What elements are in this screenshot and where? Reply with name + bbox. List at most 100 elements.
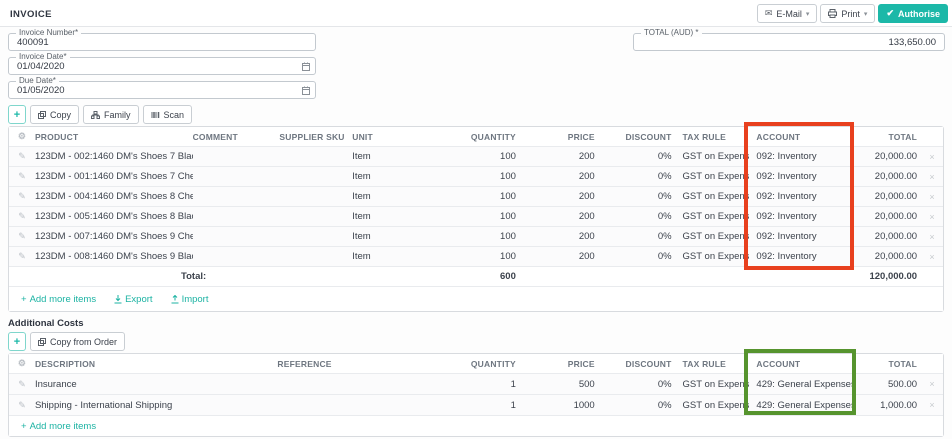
edit-pencil-icon[interactable]: ✎ xyxy=(18,231,26,241)
remove-row-icon[interactable]: × xyxy=(929,191,935,202)
invoice-date-field[interactable]: Invoice Date* 01/04/2020 xyxy=(8,52,316,75)
table-row: ✎ 123DM - 008:1460 DM's Shoes 9 Black It… xyxy=(9,247,943,267)
export-link[interactable]: Export xyxy=(114,294,153,305)
copy-from-order-button[interactable]: Copy from Order xyxy=(30,332,126,351)
items-table-header: ⚙ PRODUCT COMMENT SUPPLIER SKU UNIT QUAN… xyxy=(9,127,943,147)
column-settings-gear-icon[interactable]: ⚙ xyxy=(17,358,27,368)
remove-row-icon[interactable]: × xyxy=(929,379,935,389)
product-cell: 123DM - 001:1460 DM's Shoes 7 Cherry Red xyxy=(34,171,193,182)
calendar-icon[interactable] xyxy=(302,62,310,71)
copy-icon xyxy=(38,337,46,346)
calendar-icon[interactable] xyxy=(302,86,310,95)
add-more-items-link[interactable]: + Add more items xyxy=(21,420,97,432)
page-title: INVOICE xyxy=(10,9,52,20)
chevron-down-icon: ▾ xyxy=(805,10,810,18)
items-toolbar: + Copy Family Scan xyxy=(8,105,193,124)
edit-pencil-icon[interactable]: ✎ xyxy=(18,251,26,261)
col-header-product: PRODUCT xyxy=(34,131,79,142)
description-cell: Insurance xyxy=(34,378,77,390)
due-date-field[interactable]: Due Date* 01/05/2020 xyxy=(8,76,316,99)
download-icon xyxy=(114,294,122,304)
printer-icon xyxy=(828,9,838,18)
edit-pencil-icon[interactable]: ✎ xyxy=(18,191,26,201)
remove-row-icon[interactable]: × xyxy=(929,231,935,242)
col-header-unit: UNIT xyxy=(352,131,373,142)
copy-button[interactable]: Copy xyxy=(30,105,80,124)
total-label: Total: xyxy=(181,271,207,282)
description-cell: Shipping - International Shipping xyxy=(34,399,173,411)
additional-costs-toolbar: + Copy from Order xyxy=(8,332,126,351)
table-row: ✎ 123DM - 002:1460 DM's Shoes 7 Black It… xyxy=(9,147,943,167)
col-header-comment: COMMENT xyxy=(192,131,238,142)
table-row: ✎ Insurance 1 500 0% GST on Expenses 429… xyxy=(9,374,943,395)
remove-row-icon[interactable]: × xyxy=(929,211,935,222)
table-row: ✎ Shipping - International Shipping 1 10… xyxy=(9,395,943,416)
check-circle-icon: ✔ xyxy=(886,8,894,18)
total-aud-field[interactable]: TOTAL (AUD) * 133,650.00 xyxy=(633,28,945,51)
items-total-row: Total: 600 120,000.00 xyxy=(9,267,943,287)
items-table-links: + Add more items Export Import xyxy=(9,287,943,311)
additional-costs-title: Additional Costs xyxy=(8,318,84,329)
barcode-icon xyxy=(151,111,160,119)
print-button[interactable]: Print ▾ xyxy=(820,4,876,23)
col-header-price: PRICE xyxy=(567,358,595,369)
col-header-discount: DISCOUNT xyxy=(625,131,672,142)
col-header-supplier-sku: SUPPLIER SKU xyxy=(279,131,345,142)
import-link[interactable]: Import xyxy=(171,294,209,305)
product-cell: 123DM - 008:1460 DM's Shoes 9 Black xyxy=(34,251,193,262)
table-row: ✎ 123DM - 001:1460 DM's Shoes 7 Cherry R… xyxy=(9,167,943,187)
additional-costs-header: ⚙ DESCRIPTION REFERENCE QUANTITY PRICE D… xyxy=(9,354,943,374)
total-aud-label: TOTAL (AUD) * xyxy=(641,28,702,37)
col-header-quantity: QUANTITY xyxy=(470,131,516,142)
remove-row-icon[interactable]: × xyxy=(929,251,935,262)
total-aud-value: 133,650.00 xyxy=(888,37,936,48)
add-item-button[interactable]: + xyxy=(8,105,26,124)
remove-row-icon[interactable]: × xyxy=(929,171,935,182)
total-amount: 120,000.00 xyxy=(869,271,918,282)
product-cell: 123DM - 004:1460 DM's Shoes 8 Cherry Red xyxy=(34,191,193,202)
items-table: ⚙ PRODUCT COMMENT SUPPLIER SKU UNIT QUAN… xyxy=(8,126,944,312)
table-row: ✎ 123DM - 005:1460 DM's Shoes 8 Black It… xyxy=(9,207,943,227)
col-header-tax-rule: TAX RULE xyxy=(682,131,727,142)
copy-icon xyxy=(38,110,46,119)
product-cell: 123DM - 005:1460 DM's Shoes 8 Black xyxy=(34,211,193,222)
edit-pencil-icon[interactable]: ✎ xyxy=(18,378,26,389)
edit-pencil-icon[interactable]: ✎ xyxy=(18,151,26,161)
invoice-date-label: Invoice Date* xyxy=(16,52,70,61)
family-sitemap-icon xyxy=(91,110,101,119)
add-cost-button[interactable]: + xyxy=(8,332,26,351)
col-header-account: ACCOUNT xyxy=(756,131,801,142)
remove-row-icon[interactable]: × xyxy=(929,151,935,162)
remove-row-icon[interactable]: × xyxy=(929,400,935,410)
due-date-value: 01/05/2020 xyxy=(17,85,65,96)
table-row: ✎ 123DM - 004:1460 DM's Shoes 8 Cherry R… xyxy=(9,187,943,207)
col-header-description: DESCRIPTION xyxy=(34,358,96,369)
edit-pencil-icon[interactable]: ✎ xyxy=(18,171,26,181)
scan-button[interactable]: Scan xyxy=(142,105,193,124)
upload-icon xyxy=(171,294,179,304)
edit-pencil-icon[interactable]: ✎ xyxy=(18,211,26,221)
total-quantity: 600 xyxy=(500,271,516,282)
col-header-discount: DISCOUNT xyxy=(625,358,672,369)
additional-costs-table: ⚙ DESCRIPTION REFERENCE QUANTITY PRICE D… xyxy=(8,353,944,437)
envelope-icon: ✉ xyxy=(764,8,773,18)
invoice-number-label: Invoice Number* xyxy=(16,28,82,37)
col-header-quantity: QUANTITY xyxy=(470,358,516,369)
authorise-button[interactable]: ✔ Authorise xyxy=(878,4,948,23)
email-button[interactable]: ✉ E-Mail ▾ xyxy=(756,4,818,23)
col-header-tax-rule: TAX RULE xyxy=(682,358,727,369)
add-more-items-link[interactable]: + Add more items xyxy=(21,293,97,305)
invoice-date-value: 01/04/2020 xyxy=(17,61,65,72)
col-header-price: PRICE xyxy=(567,131,595,142)
col-header-reference: REFERENCE xyxy=(277,358,332,369)
additional-costs-links: + Add more items xyxy=(9,416,943,436)
column-settings-gear-icon[interactable]: ⚙ xyxy=(17,131,27,141)
plus-icon: + xyxy=(21,420,27,432)
col-header-account: ACCOUNT xyxy=(756,358,801,369)
invoice-number-field[interactable]: Invoice Number* 400091 xyxy=(8,28,316,51)
family-button[interactable]: Family xyxy=(83,105,139,124)
table-row: ✎ 123DM - 007:1460 DM's Shoes 9 Cherry R… xyxy=(9,227,943,247)
edit-pencil-icon[interactable]: ✎ xyxy=(18,399,26,410)
top-bar: INVOICE ✉ E-Mail ▾ Print ▾ ✔ Authorise xyxy=(0,0,952,27)
product-cell: 123DM - 002:1460 DM's Shoes 7 Black xyxy=(34,151,193,162)
